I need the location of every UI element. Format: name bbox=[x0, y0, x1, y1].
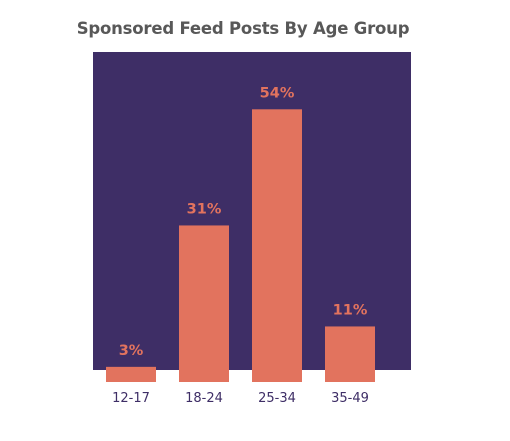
category-labels-group: 12-17 18-24 25-34 35-49 bbox=[112, 391, 369, 406]
chart-title: Sponsored Feed Posts By Age Group bbox=[76, 19, 410, 38]
bar-35-49 bbox=[325, 326, 375, 382]
value-label-12-17: 3% bbox=[119, 343, 144, 359]
bars-group bbox=[106, 109, 375, 383]
bar-18-24 bbox=[179, 225, 229, 382]
value-label-18-24: 31% bbox=[187, 201, 222, 217]
value-label-25-34: 54% bbox=[260, 85, 295, 101]
bar-12-17 bbox=[106, 366, 156, 382]
category-label-25-34: 25-34 bbox=[258, 391, 296, 406]
value-labels-group: 3% 31% 54% 11% bbox=[119, 85, 368, 359]
category-label-18-24: 18-24 bbox=[185, 391, 223, 406]
value-label-35-49: 11% bbox=[333, 302, 368, 318]
category-label-35-49: 35-49 bbox=[331, 391, 369, 406]
category-label-12-17: 12-17 bbox=[112, 391, 150, 406]
bar-25-34 bbox=[252, 109, 302, 383]
